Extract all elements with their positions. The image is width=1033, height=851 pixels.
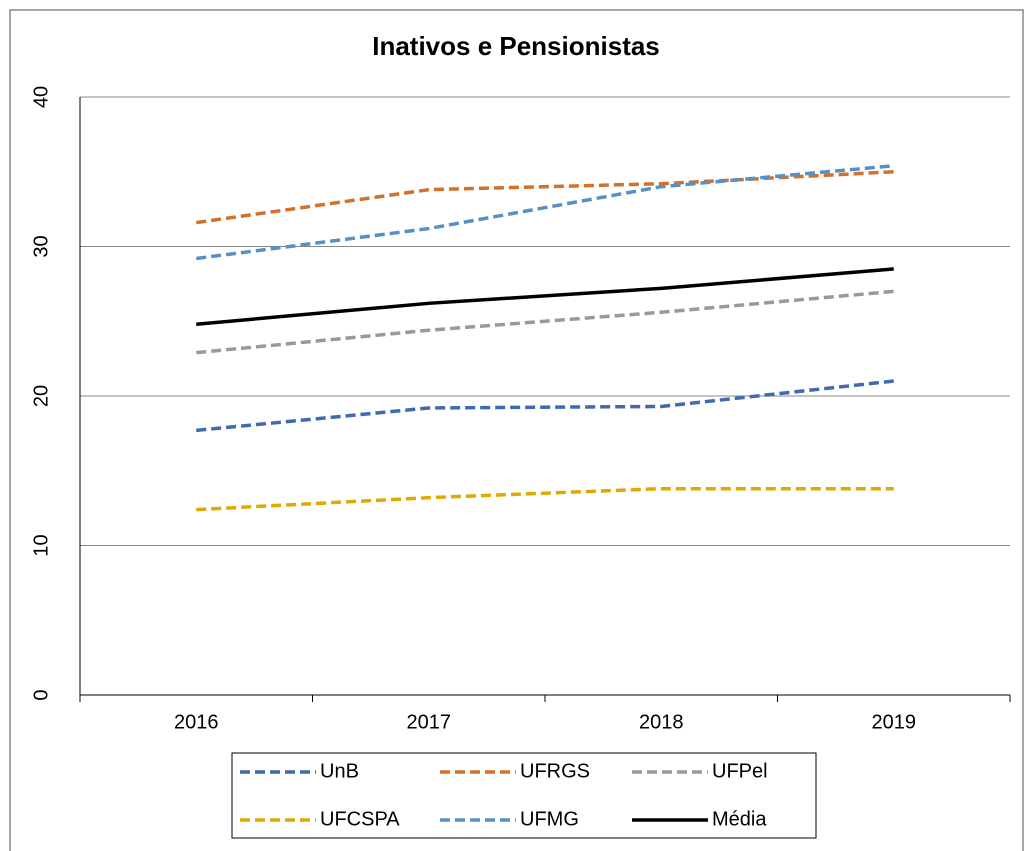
series-line [196,170,894,225]
x-tick-label: 2016 [174,711,219,733]
series-line [196,289,894,355]
legend-label: Média [712,808,767,830]
y-tick-label: 20 [30,385,52,407]
legend-label: UFRGS [520,760,590,782]
y-tick-label: 10 [30,534,52,556]
series-line [196,486,894,512]
series-line [196,164,894,261]
x-tick-label: 2018 [639,711,684,733]
series-line [196,267,894,326]
legend-label: UFMG [520,808,579,830]
legend-label: UnB [320,760,359,782]
legend-label: UFCSPA [320,808,400,830]
y-tick-label: 30 [30,235,52,257]
chart-title: Inativos e Pensionistas [372,31,660,61]
y-tick-label: 0 [30,689,52,700]
chart-frame [9,9,1024,851]
legend-box [231,752,817,839]
legend-label: UFPel [712,760,768,782]
x-tick-label: 2017 [407,711,452,733]
series-line [196,379,894,433]
y-tick-label: 40 [30,86,52,108]
x-tick-label: 2019 [872,711,917,733]
